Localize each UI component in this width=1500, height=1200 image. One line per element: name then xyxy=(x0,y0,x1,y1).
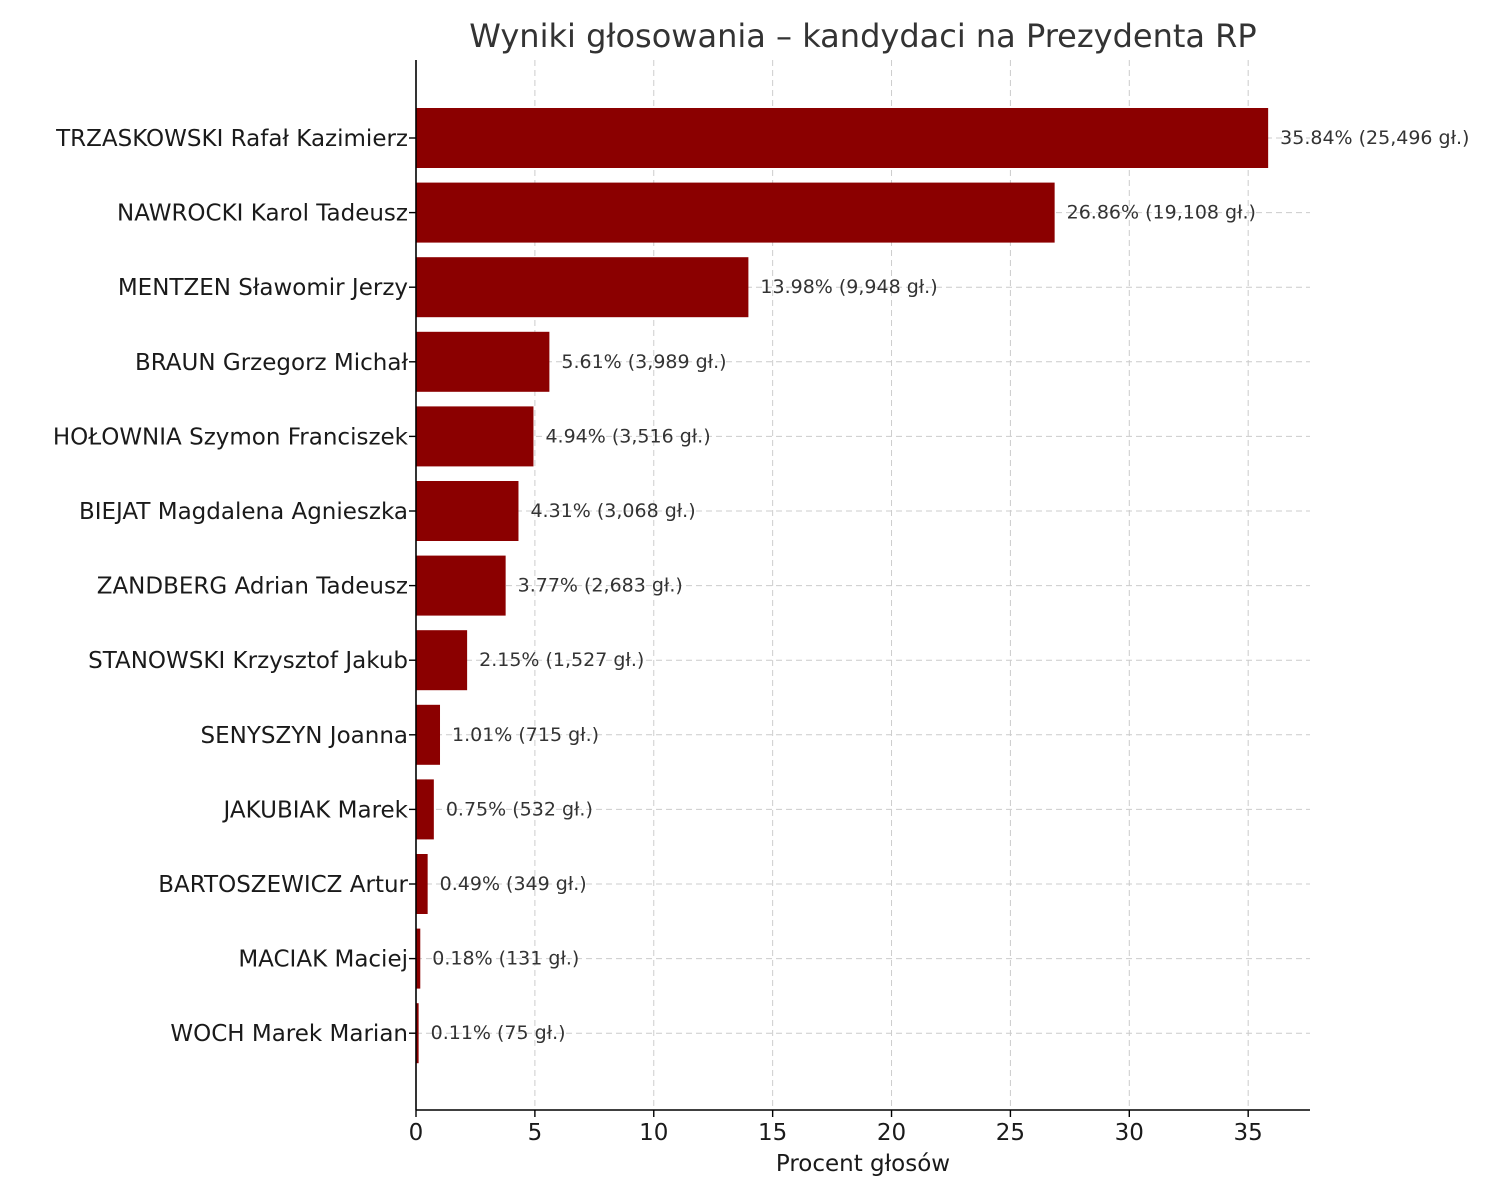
bar xyxy=(416,854,428,914)
y-tick-label: BRAUN Grzegorz Michał xyxy=(135,350,408,376)
data-labels: 35.84% (25,496 gł.) 26.86% (19,108 gł.) 13… xyxy=(431,127,1470,1044)
bar xyxy=(416,779,434,840)
bar xyxy=(416,704,441,765)
bar xyxy=(416,630,468,691)
data-label: 0.75% (532 gł.) xyxy=(446,798,593,820)
data-label: 3.77% (2,683 gł.) xyxy=(518,575,683,597)
y-tick-label: TRZASKOWSKI Rafał Kazimierz xyxy=(55,126,408,152)
data-label: 13.98% (9,948 gł.) xyxy=(760,276,937,298)
x-tick-label: 5 xyxy=(528,1120,543,1146)
x-tick-label: 15 xyxy=(758,1120,787,1146)
y-tick-label: NAWROCKI Karol Tadeusz xyxy=(117,201,408,227)
x-axis-label: Procent głosów xyxy=(776,1151,950,1177)
data-label: 0.11% (75 gł.) xyxy=(431,1022,566,1044)
chart-title: Wyniki głosowania – kandydaci na Prezyde… xyxy=(469,17,1256,55)
bar xyxy=(416,331,550,392)
y-tick-label: BIEJAT Magdalena Agnieszka xyxy=(79,499,408,525)
y-tick-label: ZANDBERG Adrian Tadeusz xyxy=(97,574,408,600)
x-tick-label: 0 xyxy=(409,1120,424,1146)
data-label: 4.94% (3,516 gł.) xyxy=(545,425,710,447)
bar xyxy=(416,257,749,318)
x-tick-label: 30 xyxy=(1115,1120,1144,1146)
bar xyxy=(416,555,506,616)
bar xyxy=(416,182,1055,243)
y-tick-label: JAKUBIAK Marek xyxy=(222,797,409,823)
bar xyxy=(416,1003,419,1064)
bar xyxy=(416,928,421,989)
data-label: 4.31% (3,068 gł.) xyxy=(530,500,695,522)
data-label: 2.15% (1,527 gł.) xyxy=(479,649,644,671)
y-tick-label: BARTOSZEWICZ Artur xyxy=(158,872,408,898)
x-axis-ticks: 0 5 10 15 20 25 30 35 xyxy=(409,1110,1263,1146)
y-tick-label: HOŁOWNIA Szymon Franciszek xyxy=(53,424,409,450)
bar xyxy=(416,481,519,541)
data-label: 5.61% (3,989 gł.) xyxy=(561,351,726,373)
y-tick-label: MACIAK Maciej xyxy=(238,947,408,973)
data-label: 0.18% (131 gł.) xyxy=(432,948,579,970)
y-tick-label: SENYSZYN Joanna xyxy=(200,723,408,749)
y-tick-label: MENTZEN Sławomir Jerzy xyxy=(118,275,408,301)
y-tick-label: STANOWSKI Krzysztof Jakub xyxy=(88,648,408,674)
bar xyxy=(416,406,534,467)
x-tick-label: 20 xyxy=(877,1120,906,1146)
bars xyxy=(416,108,1269,1064)
y-axis-ticks: TRZASKOWSKI Rafał Kazimierz NAWROCKI Karo… xyxy=(53,126,416,1047)
bar xyxy=(416,108,1269,168)
y-tick-label: WOCH Marek Marian xyxy=(170,1021,408,1047)
data-label: 0.49% (349 gł.) xyxy=(440,873,587,895)
data-label: 35.84% (25,496 gł.) xyxy=(1280,127,1469,149)
x-tick-label: 10 xyxy=(639,1120,668,1146)
x-tick-label: 25 xyxy=(996,1120,1025,1146)
data-label: 26.86% (19,108 gł.) xyxy=(1067,202,1256,224)
data-label: 1.01% (715 gł.) xyxy=(452,724,599,746)
x-tick-label: 35 xyxy=(1234,1120,1263,1146)
